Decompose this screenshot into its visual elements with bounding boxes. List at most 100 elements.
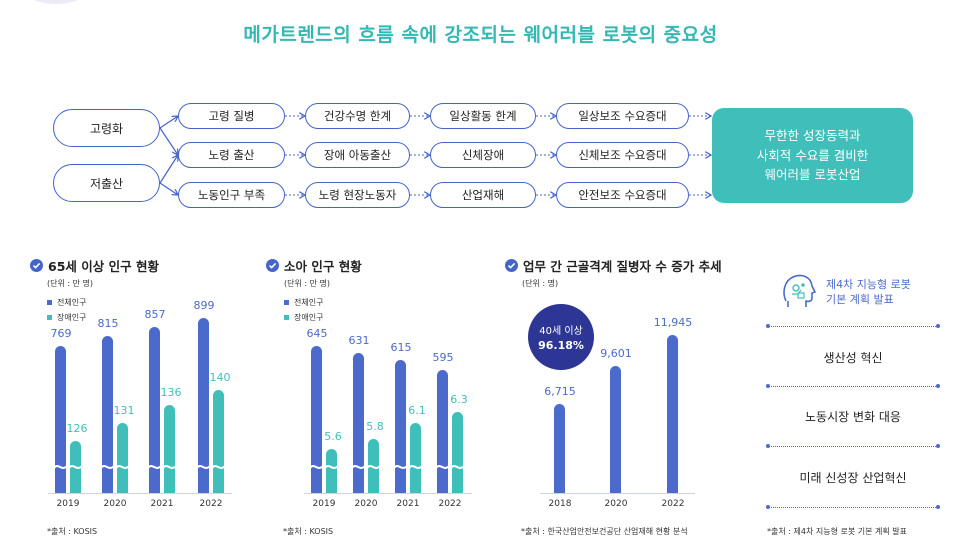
divider: [766, 444, 940, 448]
legend-label: 전체인구: [57, 298, 87, 307]
flow-node: 신체장애: [430, 142, 536, 168]
legend-swatch: [284, 315, 289, 320]
chart2-legend-disabled: 장애인구: [284, 312, 323, 323]
result-box: 무한한 성장동력과 사회적 수요를 겸비한 웨어러블 로봇산업: [712, 108, 913, 203]
flow-node: 고령 질병: [178, 103, 285, 129]
year-label: 2018: [548, 499, 572, 509]
result-line: 웨어러블 로봇산업: [764, 167, 861, 183]
chart-baseline: [48, 493, 232, 494]
bar-injury: [610, 366, 621, 493]
chart2-title-text: 소아 인구 현황: [284, 259, 362, 274]
plan-item-labor-market: 노동시장 변화 대응: [805, 410, 901, 424]
source-low-birth: 저출산: [53, 164, 160, 202]
robot-head-icon: [783, 274, 816, 307]
value-label-disabled: 136: [160, 385, 182, 399]
bar-injury: [554, 404, 565, 493]
value-label-total: 899: [193, 299, 215, 312]
check-icon: [505, 259, 518, 272]
value-label-disabled: 140: [209, 371, 231, 385]
check-icon: [30, 259, 43, 272]
year-label: 2020: [103, 499, 127, 509]
chart-baseline: [304, 493, 472, 494]
corner-decoration: [28, 0, 84, 4]
flow-node: 안전보조 수요증대: [556, 182, 689, 208]
chart2-source: *출처 : KOSIS: [283, 527, 334, 536]
bar-total: [55, 346, 66, 493]
plan-item-future-industry: 미래 신성장 산업혁신: [799, 471, 907, 485]
flow-node: 산업재해: [430, 182, 536, 208]
legend-label: 장애인구: [294, 313, 324, 322]
divider: [766, 324, 940, 328]
axis-break-mark: [410, 465, 421, 469]
flow-node: 노동인구 부족: [178, 182, 285, 208]
flow-node: 일상활동 한계: [430, 103, 536, 129]
value-label: 9,601: [600, 347, 632, 360]
axis-break-mark: [311, 465, 322, 469]
axis-break-mark: [149, 465, 160, 469]
bar-disabled: [117, 422, 128, 493]
bar-total: [149, 327, 160, 493]
value-label-total: 645: [306, 327, 328, 340]
chart2-title: 소아 인구 현황: [266, 256, 362, 275]
bar-disabled: [326, 449, 337, 493]
flow-node: 장애 아동출산: [305, 142, 410, 168]
flow-node: 신체보조 수요증대: [556, 142, 689, 168]
divider: [766, 384, 940, 388]
value-label-disabled: 126: [66, 421, 88, 435]
chart1-title-text: 65세 이상 인구 현황: [48, 259, 159, 274]
source-aging: 고령화: [53, 109, 160, 147]
plan-title-line: 제4차 지능형 로봇: [826, 278, 911, 291]
chart2-legend-total: 전체인구: [284, 297, 323, 308]
chart3-title-text: 업무 간 근골격계 질병자 수 증가 추세: [523, 259, 722, 274]
value-label: 11,945: [653, 316, 693, 329]
axis-break-mark: [437, 465, 448, 469]
legend-label: 장애인구: [57, 313, 87, 322]
chart-baseline: [540, 493, 695, 494]
year-label: 2022: [661, 499, 685, 509]
chart1-unit: (단위 : 만 명): [47, 279, 94, 288]
chart1-legend-disabled: 장애인구: [47, 312, 86, 323]
result-line: 무한한 성장동력과: [764, 128, 861, 144]
badge-value: 96.18%: [538, 339, 584, 352]
badge-label: 40세 이상: [539, 326, 583, 337]
axis-break-mark: [353, 465, 364, 469]
result-line: 사회적 수요를 겸비한: [756, 147, 869, 163]
bar-disabled: [410, 422, 421, 493]
axis-break-mark: [198, 465, 209, 469]
axis-break-mark: [368, 465, 379, 469]
connector: [159, 155, 178, 184]
bar-total: [437, 369, 448, 493]
axis-break-mark: [55, 465, 66, 469]
bar-total: [102, 336, 113, 493]
bar-disabled: [213, 390, 224, 493]
bar-total: [353, 352, 364, 493]
legend-swatch: [284, 300, 289, 305]
connector: [159, 116, 178, 129]
connector: [159, 127, 178, 155]
value-label-total: 815: [97, 317, 119, 331]
bar-disabled: [70, 440, 81, 493]
bar-disabled: [452, 411, 463, 493]
bar-total: [395, 360, 406, 493]
chart1-source: *출처 : KOSIS: [47, 527, 98, 536]
legend-swatch: [47, 315, 52, 320]
flow-node: 노령 현장노동자: [305, 182, 410, 208]
year-label: 2020: [354, 499, 378, 509]
bar-disabled: [368, 438, 379, 493]
chart3-title: 업무 간 근골격계 질병자 수 증가 추세: [505, 256, 722, 275]
axis-break-mark: [326, 465, 337, 469]
value-label: 6,715: [544, 385, 576, 399]
legend-swatch: [47, 300, 52, 305]
value-label-disabled: 5.8: [366, 419, 384, 433]
chart2-unit: (단위 : 만 명): [284, 279, 331, 288]
flow-node: 일상보조 수요증대: [556, 103, 689, 129]
axis-break-mark: [117, 465, 128, 469]
check-icon: [266, 259, 279, 272]
year-label: 2021: [396, 499, 420, 509]
axis-break-mark: [213, 465, 224, 469]
divider: [766, 505, 940, 509]
year-label: 2019: [312, 499, 336, 509]
year-label: 2022: [438, 499, 462, 509]
bar-total: [311, 346, 322, 493]
